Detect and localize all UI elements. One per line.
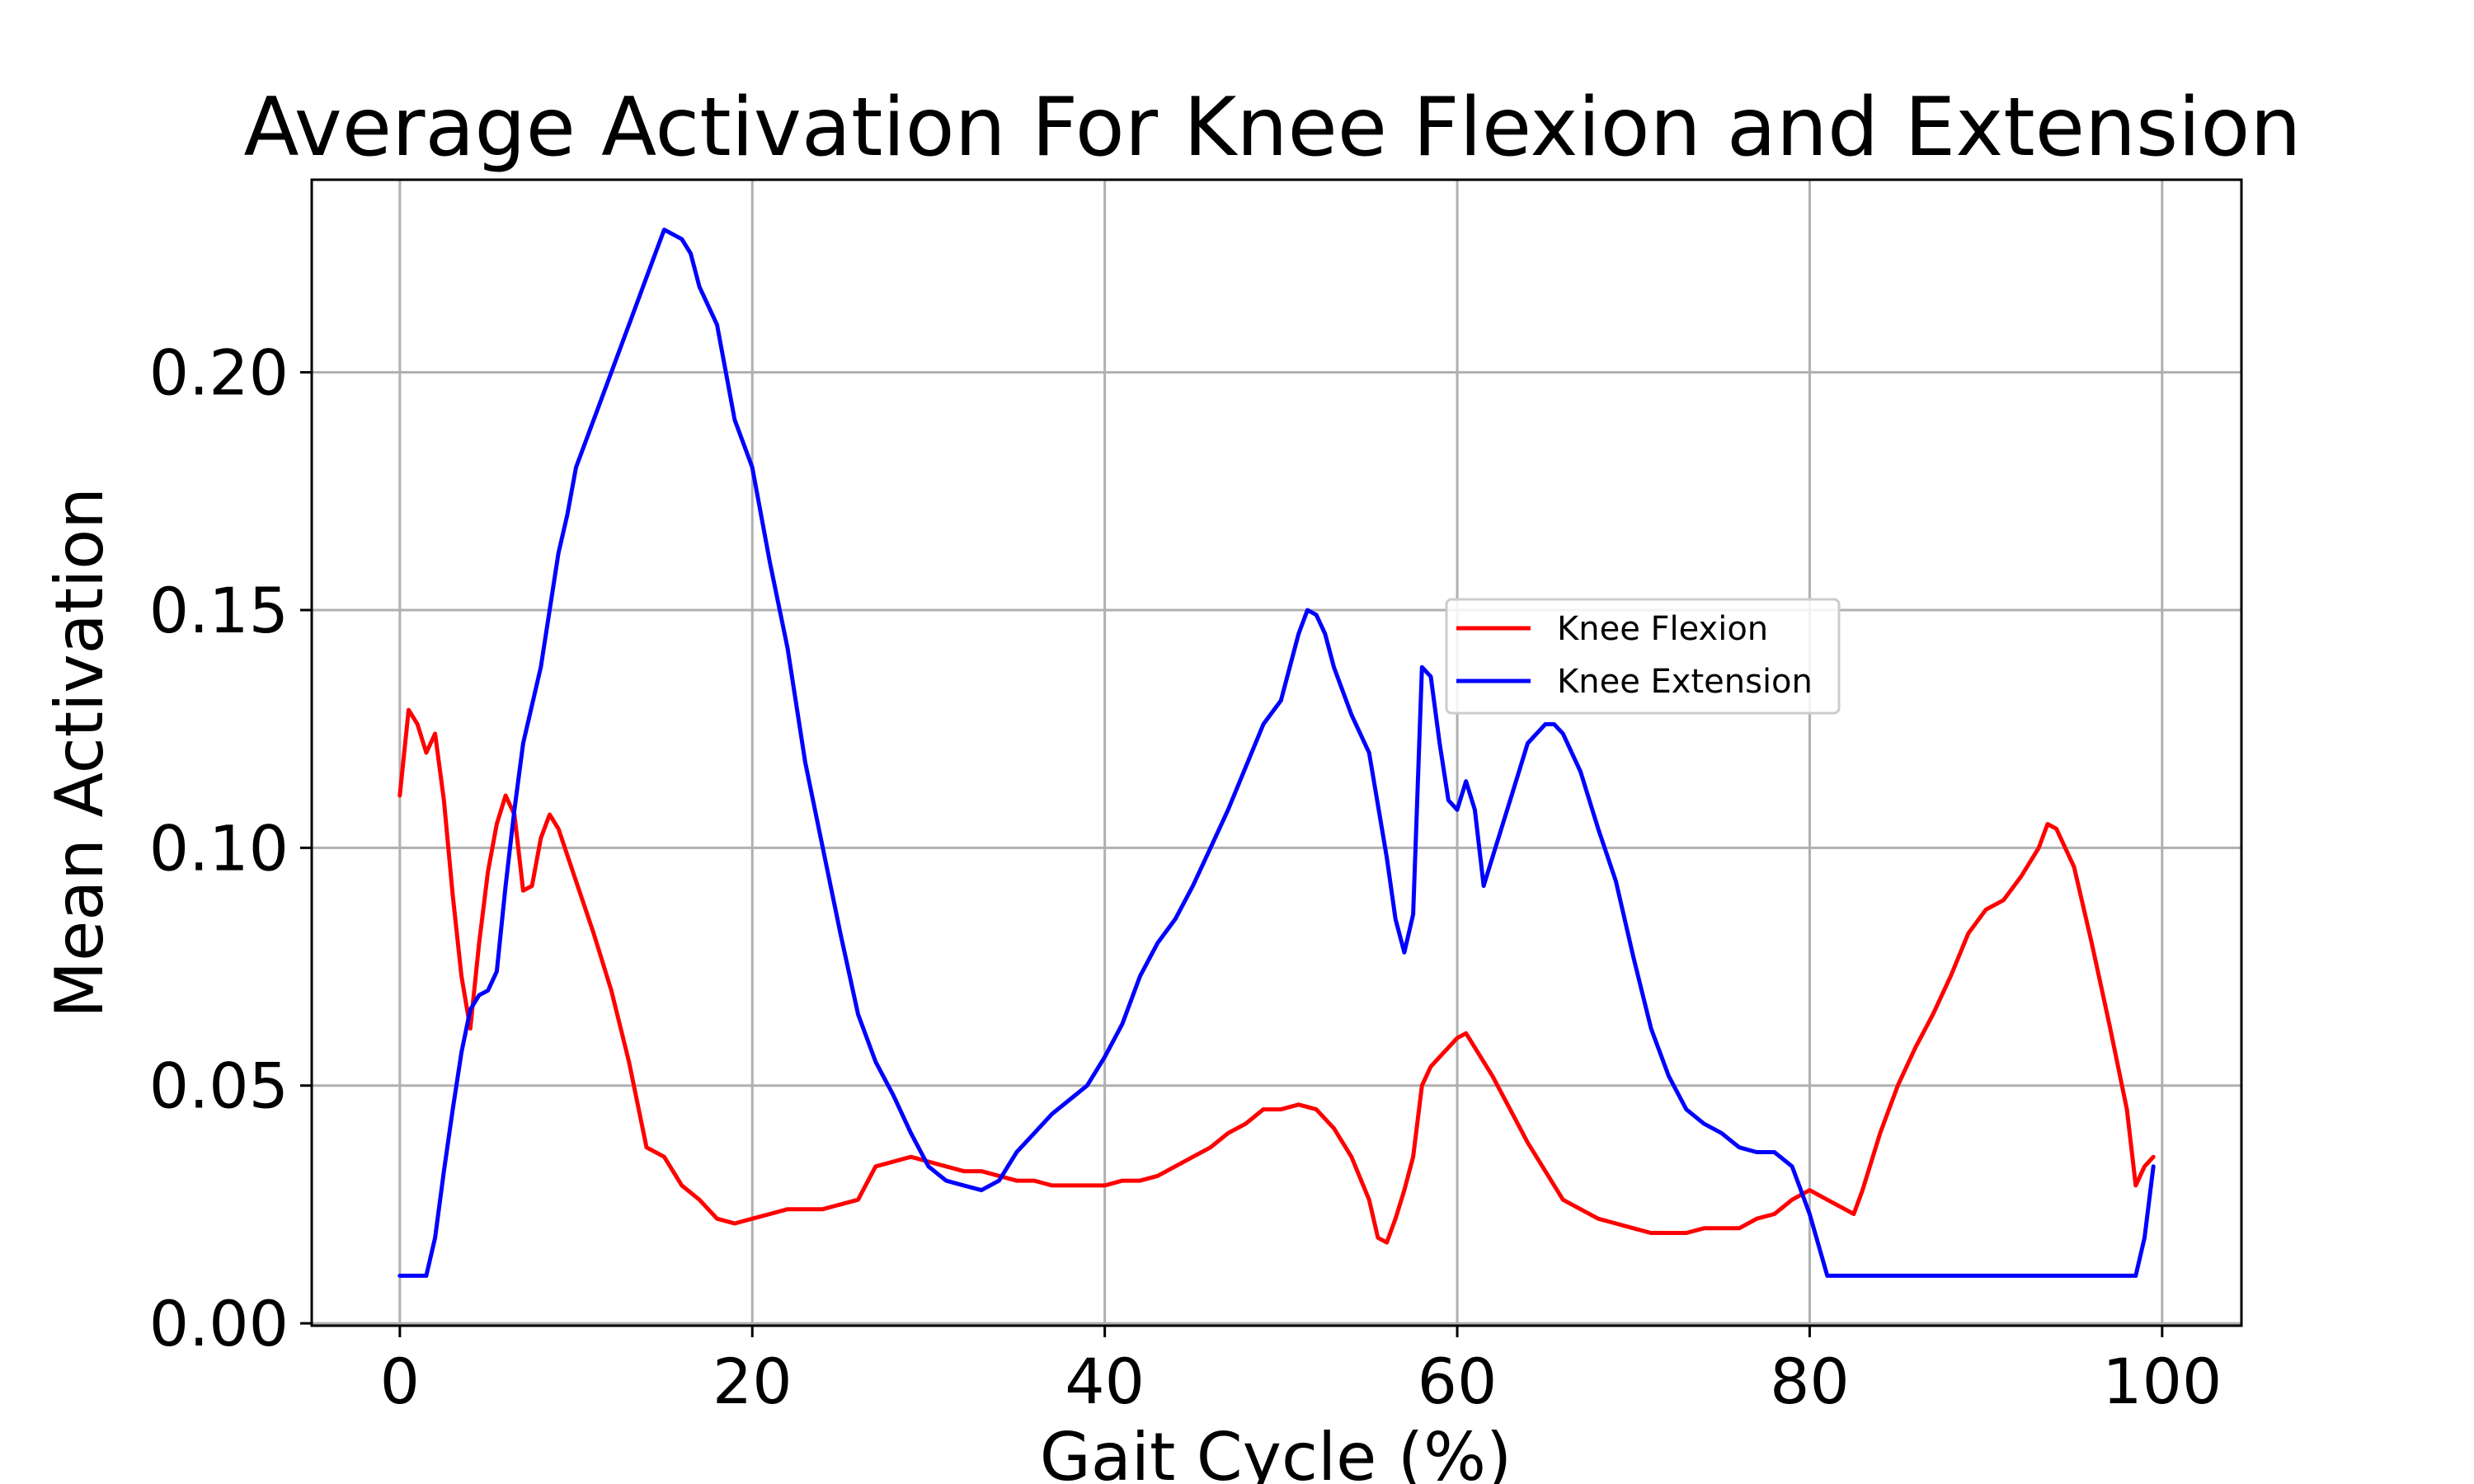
y-tick-label: 0.00 — [149, 1287, 289, 1360]
y-axis-label: Mean Activation — [41, 487, 118, 1018]
series-line-knee-extension — [397, 228, 2156, 1278]
x-tick-label: 60 — [1418, 1345, 1498, 1418]
plot-frame — [310, 178, 2243, 1327]
grid-lines — [312, 180, 2241, 1326]
x-tick-label: 20 — [713, 1345, 793, 1418]
x-tick-label: 0 — [380, 1345, 420, 1418]
chart-title: Average Activation For Knee Flexion and … — [244, 81, 2302, 175]
legend-label-knee-extension: Knee Extension — [1557, 663, 1813, 701]
x-tick-label: 100 — [2102, 1345, 2222, 1418]
series-line-knee-flexion — [397, 707, 2156, 1245]
plot-series — [397, 228, 2156, 1278]
legend: Knee Flexion Knee Extension — [1445, 598, 1841, 715]
axis-ticks: 0 20 40 60 80 100 0.00 0.05 0.10 0.15 0.20 — [149, 336, 2222, 1418]
y-tick-label: 0.20 — [149, 336, 289, 410]
y-tick-label: 0.10 — [149, 811, 289, 885]
legend-box — [1445, 598, 1841, 715]
x-axis-label: Gait Cycle (%) — [1040, 1419, 1512, 1484]
x-tick-label: 80 — [1770, 1345, 1850, 1418]
x-tick-label: 40 — [1065, 1345, 1145, 1418]
y-tick-label: 0.15 — [149, 574, 289, 647]
y-tick-label: 0.05 — [149, 1050, 289, 1123]
legend-label-knee-flexion: Knee Flexion — [1557, 610, 1768, 648]
